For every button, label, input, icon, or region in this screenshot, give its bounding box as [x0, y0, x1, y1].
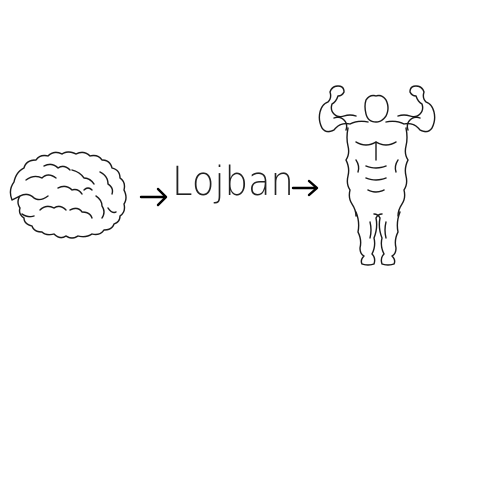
- brain-icon: [9, 151, 127, 239]
- word-label: Lojban: [172, 159, 294, 205]
- arrow-right-icon: [139, 187, 168, 207]
- muscleman-icon: [318, 85, 436, 266]
- arrow-right-icon: [291, 179, 319, 197]
